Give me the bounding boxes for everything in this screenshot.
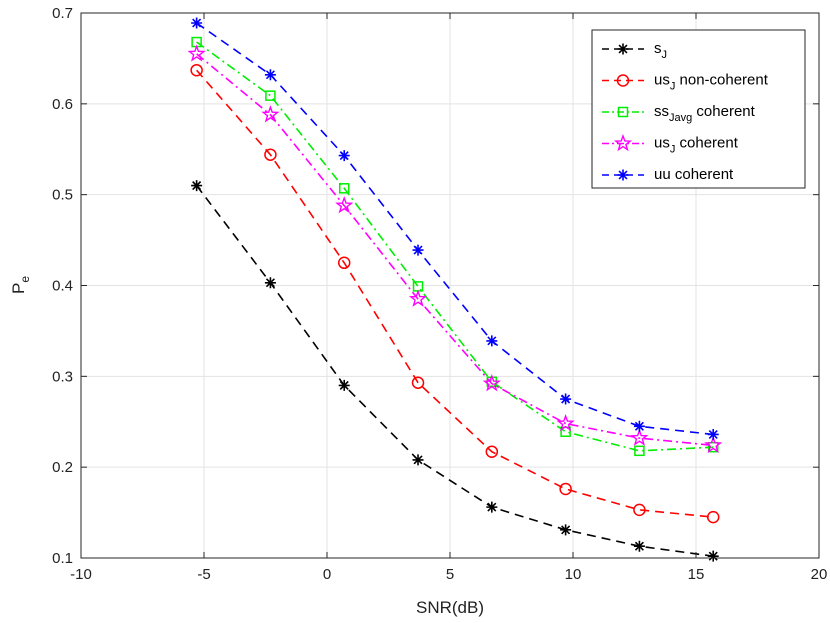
series-4 — [191, 17, 719, 440]
data-point-marker — [408, 289, 428, 307]
data-point-marker — [704, 435, 723, 454]
legend-label-main: us — [654, 135, 670, 152]
y-tick-label: 0.3 — [52, 368, 73, 385]
x-tick-label: 5 — [446, 566, 454, 583]
data-point-marker — [482, 374, 501, 392]
legend-label: uu coherent — [654, 166, 734, 183]
data-point-marker — [265, 90, 276, 101]
x-tick-label: -10 — [70, 566, 92, 583]
data-point-marker — [559, 482, 572, 496]
legend-marker — [617, 43, 629, 55]
x-tick-label: 15 — [688, 566, 705, 583]
data-point-marker — [411, 376, 425, 389]
legend-item-0: sJ — [602, 40, 667, 61]
legend-marker — [616, 74, 630, 87]
data-point-marker — [264, 148, 277, 161]
data-point-marker — [412, 244, 424, 256]
legend-label-subscript: J — [670, 81, 676, 93]
data-point-marker — [338, 183, 350, 194]
y-tick-label: 0.6 — [52, 96, 73, 113]
data-point-marker — [335, 196, 354, 214]
x-axis-label: SNR(dB) — [416, 598, 484, 617]
data-point-marker — [706, 510, 720, 524]
data-point-marker — [633, 540, 645, 552]
axis-ticks: -10 -5 0 5 10 15 20 0.1 0.2 0.3 0.4 0.5 0.6 0.7 — [52, 5, 827, 583]
legend-label-rest: coherent — [692, 103, 755, 120]
legend-label-rest: non-coherent — [675, 72, 768, 89]
data-point-marker — [707, 441, 719, 453]
legend-label-main: ss — [654, 103, 669, 120]
y-tick-label: 0.2 — [52, 459, 73, 476]
data-point-marker — [264, 277, 276, 289]
series-3 — [187, 44, 723, 454]
series-line — [196, 22, 714, 436]
data-point-marker — [338, 150, 350, 162]
x-tick-label: 0 — [323, 566, 331, 583]
legend-label-rest: coherent — [675, 135, 738, 152]
data-point-marker — [556, 414, 575, 432]
legend-marker — [617, 169, 629, 181]
data-point-marker — [191, 180, 203, 192]
data-point-marker — [191, 17, 203, 29]
data-point-marker — [337, 256, 351, 270]
x-tick-label: -5 — [197, 566, 210, 583]
legend-label-main: s — [654, 40, 662, 57]
y-tick-label: 0.1 — [52, 550, 73, 567]
data-point-marker — [633, 420, 645, 432]
legend-item-2: ssJavg coherent — [602, 103, 756, 124]
data-point-marker — [560, 393, 572, 405]
svg-text:Pe: Pe — [9, 276, 32, 294]
y-axis-label-subscript: e — [18, 276, 32, 283]
series-1 — [190, 63, 720, 524]
data-point-marker — [486, 335, 498, 347]
series-line — [195, 185, 714, 557]
legend-label-subscript: Javg — [669, 112, 692, 124]
series-0 — [191, 180, 719, 562]
data-point-marker — [630, 428, 649, 446]
legend-marker — [617, 106, 629, 118]
x-tick-label: 10 — [565, 566, 582, 583]
y-axis-label: Pe — [9, 276, 32, 294]
series-group — [187, 17, 723, 562]
y-tick-label: 0.7 — [52, 5, 73, 22]
data-point-marker — [412, 454, 424, 466]
data-point-marker — [485, 445, 499, 458]
legend-label-main: us — [654, 72, 670, 89]
legend-item-1: usJ non-coherent — [602, 72, 769, 93]
x-tick-label: 20 — [811, 566, 828, 583]
data-point-marker — [190, 63, 203, 77]
y-tick-label: 0.4 — [52, 278, 73, 295]
data-point-marker — [187, 44, 206, 62]
legend-label: usJ coherent — [654, 135, 739, 156]
data-point-marker — [707, 428, 719, 440]
data-point-marker — [264, 69, 276, 81]
legend-label-subscript: J — [662, 49, 668, 61]
series-line — [196, 53, 714, 447]
y-tick-label: 0.5 — [52, 187, 73, 204]
legend-item-4: uu coherent — [602, 166, 734, 183]
data-point-marker — [338, 379, 350, 391]
data-point-marker — [707, 550, 719, 562]
data-point-marker — [486, 501, 498, 513]
data-point-marker — [261, 105, 280, 123]
legend-label-subscript: J — [670, 144, 676, 156]
data-point-marker — [634, 445, 645, 457]
data-point-marker — [633, 503, 646, 517]
data-point-marker — [560, 524, 572, 536]
legend-marker — [613, 133, 633, 152]
legend-item-3: usJ coherent — [602, 133, 739, 156]
y-axis-label-main: P — [9, 283, 28, 294]
legend-label: sJ — [654, 40, 667, 61]
legend-label: ssJavg coherent — [654, 103, 756, 124]
legend-label: usJ non-coherent — [654, 72, 769, 93]
legend-label-main: uu coherent — [654, 166, 734, 183]
series-line — [196, 69, 714, 518]
